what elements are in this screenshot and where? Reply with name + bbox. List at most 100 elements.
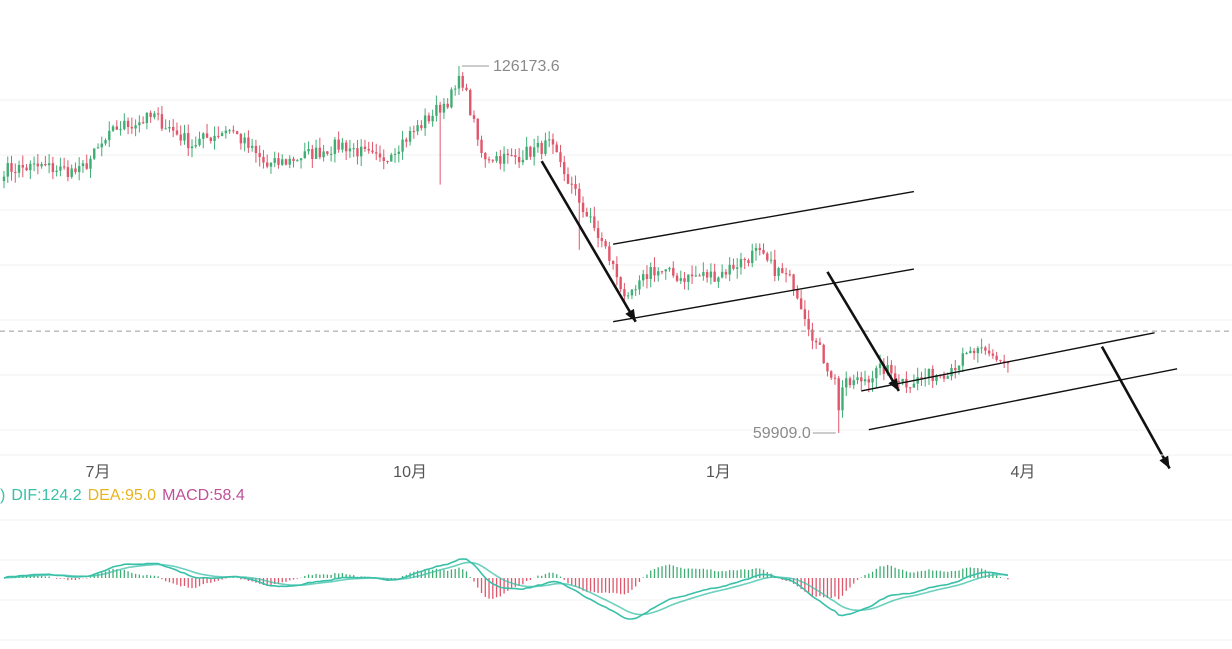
candle-body [202, 133, 205, 139]
candle-body [649, 267, 652, 279]
candle-body [867, 379, 870, 383]
candle-body [626, 295, 630, 297]
candle-body [657, 271, 660, 276]
channel-line [612, 268, 915, 323]
candle-body [1002, 360, 1006, 362]
candle-body [830, 371, 833, 378]
candle-body [920, 377, 923, 379]
candle-body [333, 139, 337, 154]
candle-body [525, 146, 528, 160]
candle-body [931, 368, 934, 382]
candle-body [596, 228, 600, 239]
x-tick-label: 4月 [1011, 464, 1036, 481]
candle-body [262, 156, 265, 163]
candle-body [600, 238, 604, 242]
candle-body [551, 139, 555, 145]
candle-body [807, 319, 810, 330]
candle-body [89, 158, 92, 169]
candle-body [277, 158, 280, 165]
candle-body [168, 127, 171, 129]
candle-body [190, 146, 194, 149]
candle-body [848, 378, 852, 386]
candle-body [506, 153, 510, 156]
candle-body [769, 259, 773, 261]
candle-body [638, 280, 641, 290]
candle-body [66, 167, 70, 177]
candle-body [672, 267, 675, 276]
candle-body [450, 89, 453, 108]
high-price-label: 126173.6 [493, 58, 560, 75]
candle-body [773, 259, 776, 276]
candle-body [296, 160, 299, 162]
candle-body [322, 151, 325, 158]
candle-body [220, 133, 224, 136]
candle-body [431, 115, 434, 122]
candle-body [687, 274, 690, 282]
candle-body [875, 368, 878, 379]
candle-body [311, 149, 314, 159]
candle-body [536, 142, 540, 148]
candle-body [739, 259, 743, 268]
candle-body [6, 163, 9, 177]
candle-body [762, 249, 765, 254]
candle-body [544, 140, 547, 154]
candle-body [78, 166, 81, 173]
candle-body [946, 376, 949, 379]
trend-channels [612, 190, 1178, 431]
candle-body [532, 147, 536, 157]
candle-body [574, 183, 577, 189]
candle-body [363, 146, 367, 149]
candle-body [408, 131, 412, 142]
candle-body [814, 340, 818, 343]
candle-body [217, 135, 220, 137]
candle-body [521, 159, 525, 163]
channel-line [861, 332, 1155, 392]
candle-body [935, 375, 938, 382]
candle-body [183, 133, 186, 141]
candle-body [886, 364, 889, 374]
candle-body [269, 162, 273, 167]
candle-body [502, 153, 506, 164]
candle-body [837, 378, 840, 411]
trend-arrow-head [1159, 455, 1170, 469]
candle-body [382, 157, 385, 162]
candle-body [893, 373, 897, 382]
candle-body [156, 113, 160, 115]
candle-body [950, 367, 953, 377]
candle-body [961, 353, 964, 366]
candle-body [548, 139, 551, 141]
candle-body [360, 146, 363, 157]
candle-body [593, 216, 596, 229]
candle-body [454, 88, 457, 90]
candle-body [187, 133, 190, 149]
candle-body [461, 75, 464, 88]
candle-body [292, 158, 295, 162]
candle-body [390, 154, 393, 162]
candle-body [352, 148, 355, 150]
candle-body [224, 130, 228, 134]
low-price-label: 59909.0 [753, 425, 811, 442]
macd-legend: ) DIF:124.2 DEA:95.0 MACD:58.4 [0, 487, 251, 505]
candle-body [826, 363, 829, 372]
candle-body [777, 268, 780, 276]
candle-body [397, 151, 400, 154]
candle-body [976, 348, 980, 354]
candle-body [784, 273, 788, 275]
candle-body [642, 274, 645, 281]
candle-body [149, 112, 152, 118]
candle-body [412, 131, 416, 133]
candle-body [499, 156, 502, 164]
candle-body [555, 144, 558, 153]
x-tick-label: 10月 [393, 464, 427, 481]
candle-body [559, 152, 562, 163]
candle-body [175, 130, 179, 135]
candle-body [348, 148, 352, 152]
candle-body [303, 151, 306, 159]
candle-body [307, 149, 310, 152]
candle-body [247, 137, 250, 148]
candle-body [405, 139, 408, 142]
candle-body [653, 267, 656, 276]
candle-body [942, 375, 946, 379]
candle-body [2, 176, 6, 182]
candle-body [476, 118, 479, 140]
